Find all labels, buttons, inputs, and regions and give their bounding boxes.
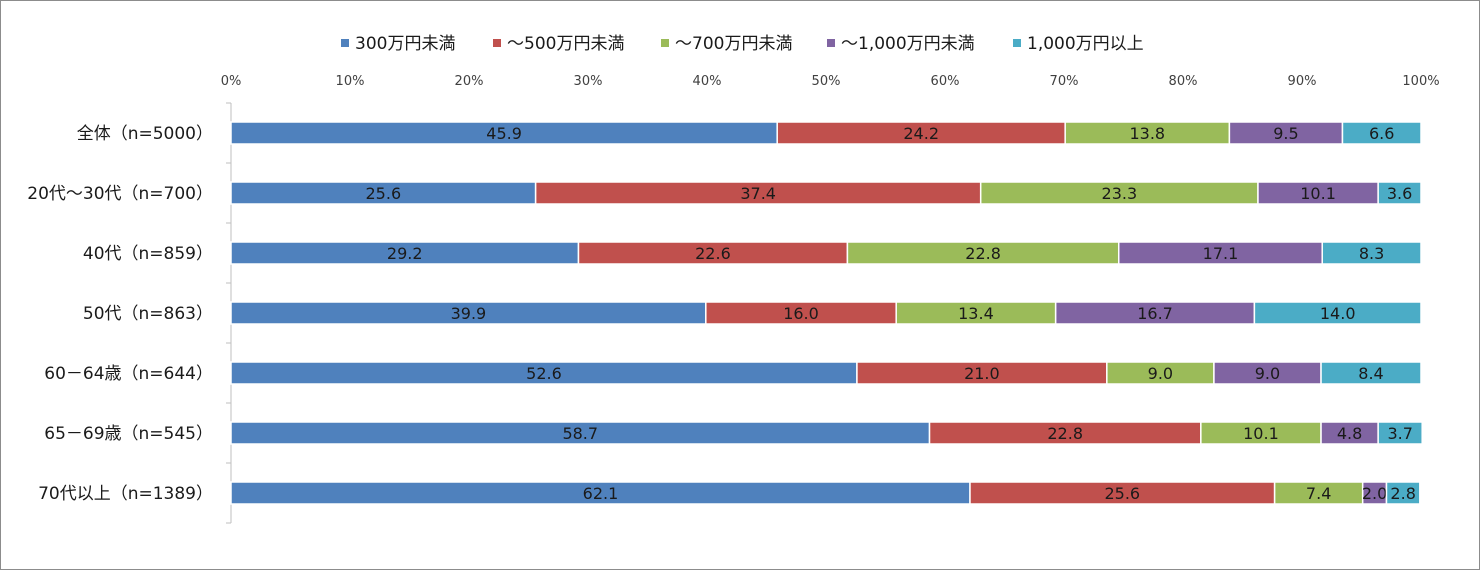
data-label: 29.2 (387, 244, 423, 263)
category-label: 全体（n=5000） (77, 124, 213, 144)
legend-swatch-lt3m (341, 39, 349, 47)
data-label: 22.8 (965, 244, 1001, 263)
legend-item-lt5m: ～500万円未満 (493, 29, 624, 54)
legend-item-lt3m: 300万円未満 (341, 29, 455, 54)
legend-item-lt10m: ～1,000万円未満 (827, 29, 975, 54)
data-label: 62.1 (583, 484, 619, 503)
data-label: 3.6 (1387, 184, 1412, 203)
bar-segment (1377, 421, 1423, 445)
data-label: 23.3 (1102, 184, 1138, 203)
category-label: 50代（n=863） (83, 304, 213, 324)
data-label: 9.5 (1273, 124, 1298, 143)
data-label: 7.4 (1306, 484, 1331, 503)
category-label: 60－64歳（n=644） (44, 364, 213, 384)
data-label: 45.9 (486, 124, 522, 143)
data-label: 10.1 (1300, 184, 1336, 203)
data-label: 58.7 (562, 424, 598, 443)
x-tick-label: 60% (931, 74, 960, 89)
data-label: 9.0 (1255, 364, 1280, 383)
bar-segment (1253, 301, 1422, 325)
legend-item-ge10m: 1,000万円以上 (1013, 29, 1144, 54)
x-tick-label: 90% (1288, 74, 1317, 89)
bar-segment (1377, 181, 1422, 205)
bar-segment (1341, 121, 1422, 145)
data-label: 16.7 (1137, 304, 1173, 323)
data-label: 37.4 (740, 184, 776, 203)
x-tick-label: 30% (574, 74, 603, 89)
legend: 300万円未満 ～500万円未満 ～700万円未満 ～1,000万円未満 1,0… (1, 29, 1479, 54)
data-label: 39.9 (451, 304, 487, 323)
bar-segment (1320, 361, 1422, 385)
data-label: 2.8 (1390, 484, 1415, 503)
data-label: 13.4 (958, 304, 994, 323)
x-tick-label: 40% (693, 74, 722, 89)
data-label: 17.1 (1203, 244, 1239, 263)
x-tick-label: 20% (455, 74, 484, 89)
x-tick-label: 0% (221, 74, 242, 89)
legend-swatch-ge10m (1013, 39, 1021, 47)
data-label: 9.0 (1148, 364, 1173, 383)
legend-swatch-lt5m (493, 39, 501, 47)
data-label: 25.6 (366, 184, 402, 203)
category-label: 65－69歳（n=545） (44, 424, 213, 444)
legend-swatch-lt10m (827, 39, 835, 47)
bar-segment (1321, 241, 1422, 265)
data-label: 22.8 (1047, 424, 1083, 443)
data-label: 3.7 (1387, 424, 1412, 443)
x-tick-label: 80% (1169, 74, 1198, 89)
bar-segment (1385, 481, 1421, 505)
data-label: 6.6 (1369, 124, 1394, 143)
data-label: 4.8 (1337, 424, 1362, 443)
data-label: 14.0 (1320, 304, 1356, 323)
legend-label-lt3m: 300万円未満 (355, 34, 456, 54)
x-tick-label: 10% (336, 74, 365, 89)
category-label: 40代（n=859） (83, 244, 213, 264)
data-label: 8.3 (1359, 244, 1384, 263)
x-tick-label: 50% (812, 74, 841, 89)
data-label: 10.1 (1243, 424, 1279, 443)
data-label: 2.0 (1362, 484, 1387, 503)
data-label: 25.6 (1104, 484, 1140, 503)
legend-swatch-lt7m (661, 39, 669, 47)
data-label: 13.8 (1129, 124, 1165, 143)
category-label: 70代以上（n=1389） (38, 484, 213, 504)
data-label: 16.0 (783, 304, 819, 323)
legend-label-lt5m: ～500万円未満 (507, 34, 625, 54)
data-label: 24.2 (903, 124, 939, 143)
legend-label-ge10m: 1,000万円以上 (1027, 34, 1144, 54)
data-label: 21.0 (964, 364, 1000, 383)
legend-label-lt7m: ～700万円未満 (675, 34, 793, 54)
legend-item-lt7m: ～700万円未満 (661, 29, 792, 54)
x-tick-label: 70% (1050, 74, 1079, 89)
data-label: 8.4 (1358, 364, 1383, 383)
data-label: 52.6 (526, 364, 562, 383)
category-label: 20代～30代（n=700） (27, 184, 213, 204)
legend-label-lt10m: ～1,000万円未満 (841, 34, 975, 54)
data-label: 22.6 (695, 244, 731, 263)
x-tick-label: 100% (1402, 74, 1439, 89)
